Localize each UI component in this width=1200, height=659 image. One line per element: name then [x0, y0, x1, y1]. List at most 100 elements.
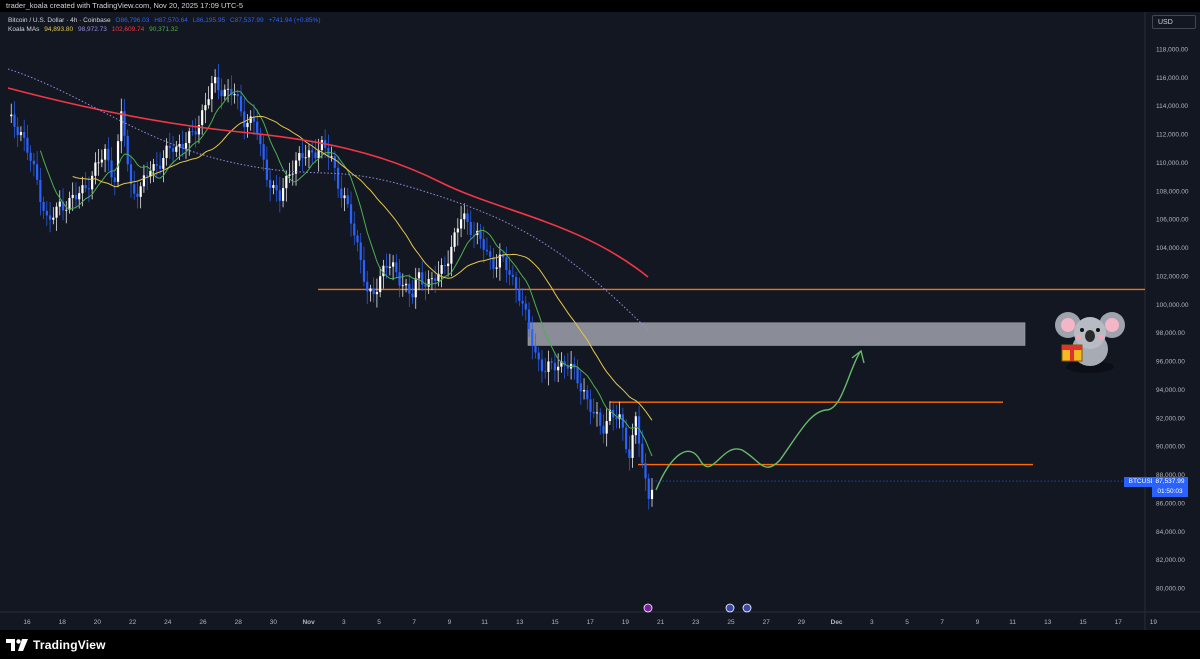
candle[interactable] — [58, 201, 61, 207]
candle[interactable] — [641, 443, 644, 464]
tradingview-logo[interactable]: TradingView — [6, 638, 106, 652]
candle[interactable] — [414, 278, 417, 298]
candle[interactable] — [385, 265, 388, 268]
candle[interactable] — [437, 273, 440, 281]
candle[interactable] — [107, 148, 110, 161]
candle[interactable] — [343, 195, 346, 199]
candle[interactable] — [621, 414, 624, 428]
candle[interactable] — [314, 152, 317, 159]
candle[interactable] — [511, 274, 514, 278]
candle[interactable] — [463, 213, 466, 220]
candle[interactable] — [450, 246, 453, 264]
candle[interactable] — [281, 188, 285, 201]
candle[interactable] — [602, 425, 605, 434]
candle[interactable] — [307, 150, 311, 158]
projection-path[interactable] — [655, 351, 861, 491]
candle[interactable] — [502, 254, 505, 258]
candle[interactable] — [71, 194, 74, 198]
candle[interactable] — [443, 265, 446, 267]
candle[interactable] — [336, 167, 340, 189]
candle[interactable] — [540, 359, 544, 372]
candle[interactable] — [26, 137, 29, 153]
candle[interactable] — [595, 412, 599, 414]
candle[interactable] — [204, 105, 207, 111]
candle[interactable] — [19, 131, 23, 136]
candle[interactable] — [155, 164, 158, 166]
candle[interactable] — [74, 194, 78, 200]
candle[interactable] — [256, 121, 259, 135]
candle[interactable] — [505, 257, 508, 271]
candle[interactable] — [566, 365, 569, 369]
candle[interactable] — [618, 414, 621, 420]
candle[interactable] — [366, 281, 369, 292]
candle[interactable] — [165, 145, 168, 159]
candle[interactable] — [608, 409, 612, 422]
candle[interactable] — [395, 262, 398, 273]
candle[interactable] — [495, 267, 498, 269]
candle[interactable] — [514, 277, 518, 290]
candle[interactable] — [181, 143, 184, 149]
candle[interactable] — [349, 204, 353, 224]
candle[interactable] — [404, 283, 408, 286]
candle[interactable] — [521, 300, 524, 304]
candle[interactable] — [589, 399, 592, 412]
candle[interactable] — [417, 272, 421, 279]
candle[interactable] — [52, 217, 55, 220]
candle[interactable] — [194, 131, 197, 135]
candle[interactable] — [116, 141, 120, 182]
candle[interactable] — [201, 110, 204, 126]
candle[interactable] — [45, 210, 48, 216]
candle[interactable] — [631, 435, 634, 458]
candle[interactable] — [482, 239, 485, 250]
us-flag-event-icon[interactable] — [742, 603, 752, 613]
candle[interactable] — [152, 164, 155, 171]
chart-area[interactable]: 118,000.00 116,000.00 114,000.00 112,000.00… — [0, 12, 1200, 630]
candle[interactable] — [136, 193, 139, 197]
candle[interactable] — [359, 242, 362, 261]
candle[interactable] — [527, 309, 531, 330]
candle[interactable] — [447, 263, 450, 267]
candle[interactable] — [625, 427, 628, 450]
candle[interactable] — [479, 230, 482, 240]
candle[interactable] — [453, 232, 456, 247]
candle[interactable] — [634, 416, 637, 436]
candle[interactable] — [605, 421, 608, 434]
candle[interactable] — [142, 175, 146, 187]
candle[interactable] — [285, 175, 288, 189]
candle[interactable] — [411, 293, 414, 298]
candle[interactable] — [191, 131, 194, 133]
candle[interactable] — [489, 251, 492, 257]
candle[interactable] — [252, 116, 256, 122]
symbol-title[interactable]: Bitcoin / U.S. Dollar · 4h · Coinbase — [8, 17, 111, 24]
candle[interactable] — [294, 160, 298, 174]
candle[interactable] — [544, 371, 547, 373]
ma-line-green[interactable] — [39, 90, 653, 457]
candle[interactable] — [10, 114, 13, 117]
candle[interactable] — [369, 288, 372, 292]
candle[interactable] — [246, 122, 249, 128]
candle[interactable] — [524, 303, 527, 310]
candle[interactable] — [217, 77, 220, 91]
candle[interactable] — [220, 90, 223, 97]
candle[interactable] — [615, 417, 618, 420]
candle[interactable] — [249, 116, 252, 123]
candle[interactable] — [456, 228, 459, 233]
candle[interactable] — [159, 165, 162, 169]
candle[interactable] — [346, 195, 349, 205]
candle[interactable] — [421, 272, 424, 285]
candle[interactable] — [214, 77, 217, 84]
candle[interactable] — [304, 157, 307, 159]
candle[interactable] — [434, 278, 437, 281]
candle[interactable] — [298, 153, 301, 161]
candle[interactable] — [84, 185, 87, 189]
indicator-name[interactable]: Koala MAs — [8, 26, 40, 33]
candle[interactable] — [647, 478, 650, 499]
candle[interactable] — [508, 270, 511, 275]
candle[interactable] — [379, 276, 382, 293]
event-marker-icon[interactable] — [643, 603, 653, 613]
candle[interactable] — [301, 153, 304, 158]
candle[interactable] — [333, 156, 336, 168]
candle[interactable] — [362, 260, 366, 282]
candle[interactable] — [39, 179, 42, 203]
candle[interactable] — [330, 156, 333, 158]
